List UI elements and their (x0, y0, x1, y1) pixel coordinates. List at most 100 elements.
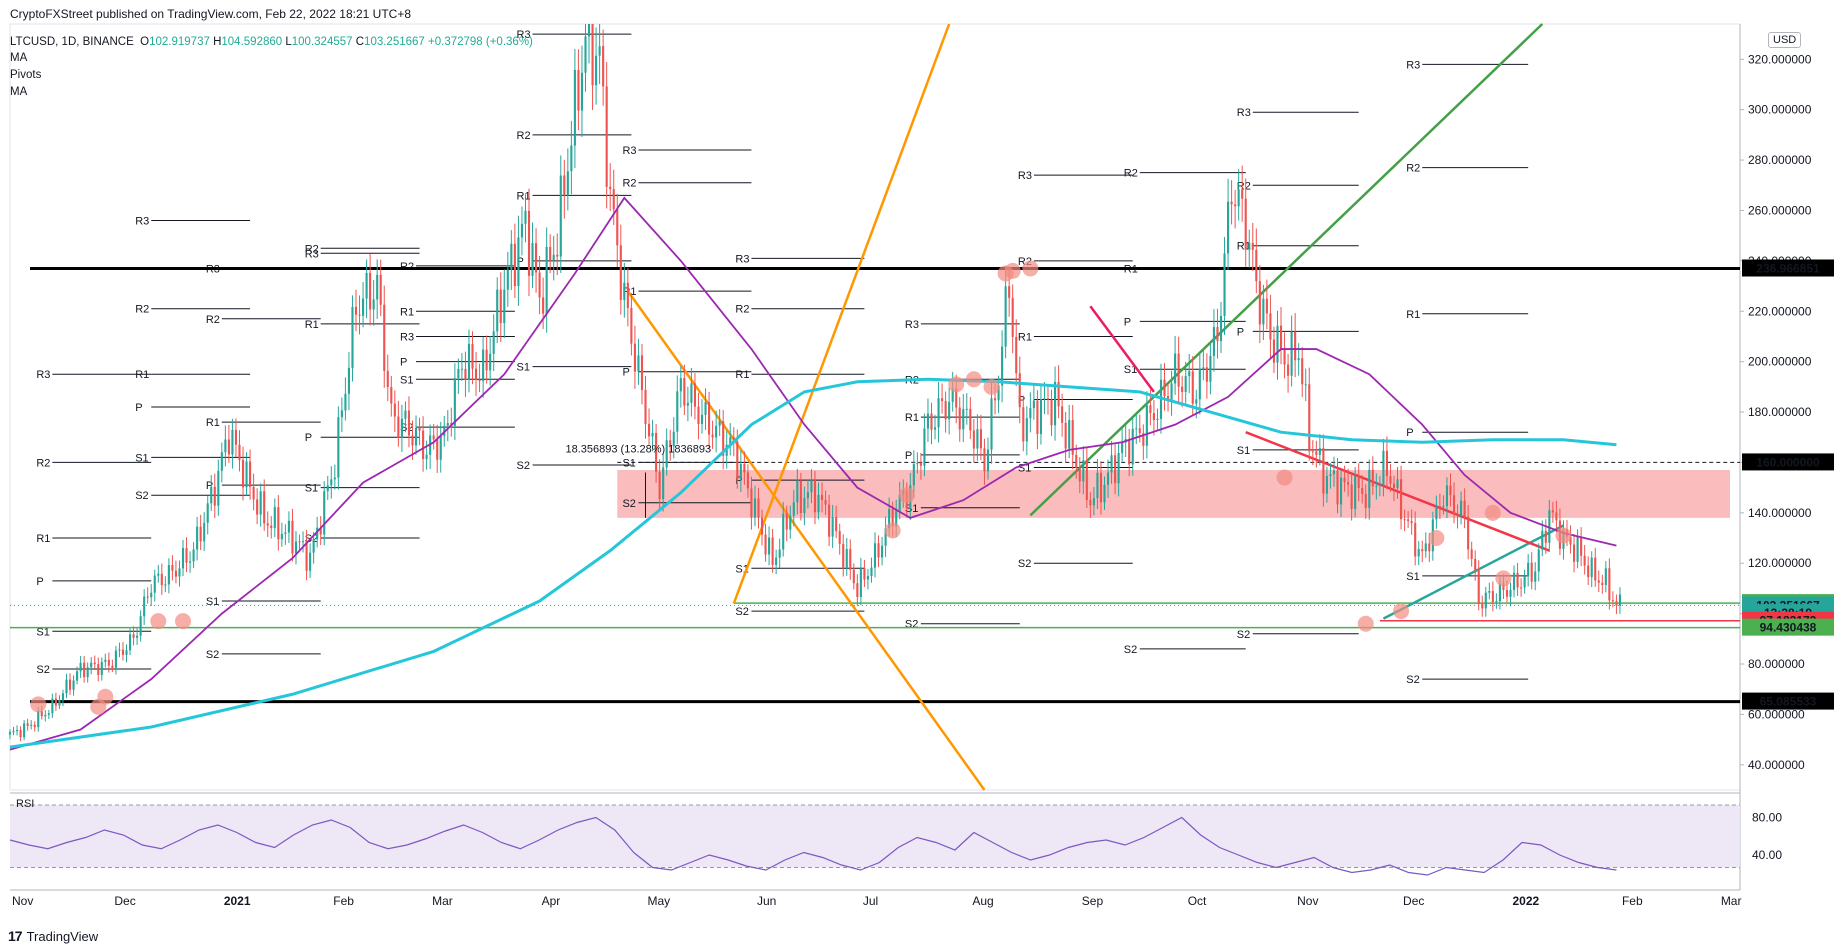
candle-243 (866, 576, 869, 580)
candle-237 (845, 549, 848, 568)
candle-165 (591, 24, 594, 86)
candle-136 (489, 353, 492, 371)
pivot-label-1-4: S1 (135, 452, 148, 464)
candle-134 (482, 349, 485, 381)
candle-328 (1166, 396, 1170, 400)
candle-245 (873, 543, 877, 568)
pivot-label-9-2: R1 (1018, 331, 1032, 343)
candle-280 (997, 385, 1000, 401)
candle-410 (1456, 514, 1459, 517)
candle-34 (128, 634, 132, 651)
candle-293 (1043, 398, 1046, 400)
candle-231 (824, 499, 827, 505)
candle-107 (386, 370, 389, 388)
candle-446 (1583, 555, 1586, 566)
candle-266 (948, 401, 951, 420)
candle-5 (26, 723, 29, 726)
pivot-label-2-5: S2 (206, 649, 219, 661)
candle-105 (379, 274, 382, 305)
candle-151 (542, 297, 545, 314)
pivot-label-1-2: R1 (135, 369, 149, 381)
candle-294 (1046, 398, 1050, 400)
rsi-label: RSI (16, 798, 34, 810)
candle-24 (93, 662, 96, 665)
candle-244 (870, 567, 873, 577)
candle-380 (1350, 484, 1353, 509)
candle-341 (1212, 327, 1215, 356)
candle-288 (1025, 418, 1028, 442)
candle-391 (1389, 476, 1392, 484)
candle-378 (1343, 477, 1346, 483)
pivot-label-9-3: P (1018, 394, 1025, 406)
indicator-label-pivots[interactable]: Pivots (10, 69, 42, 81)
candle-271 (965, 408, 968, 410)
candle-431 (1530, 562, 1533, 582)
y-tick-label-2: 80.000000 (1748, 657, 1805, 671)
pivot-label-7-3: P (735, 475, 742, 487)
candle-379 (1347, 482, 1350, 485)
candle-226 (806, 492, 809, 499)
candle-98 (354, 306, 358, 315)
published-line: CryptoFXStreet published on TradingView.… (10, 7, 412, 21)
candle-42 (157, 573, 160, 576)
x-tick-label-8: Jul (863, 894, 878, 908)
pivot-label-10-3: P (1124, 316, 1131, 328)
candle-275 (979, 429, 982, 449)
candle-276 (983, 448, 986, 472)
candle-69 (252, 486, 255, 500)
candle-374 (1329, 474, 1332, 477)
candle-196 (700, 414, 704, 425)
y-tick-label-0: 40.000000 (1748, 758, 1805, 772)
indicator-label-ma-2[interactable]: MA (10, 86, 28, 98)
candle-53 (196, 526, 199, 550)
candle-377 (1339, 477, 1343, 505)
candle-277 (986, 449, 990, 472)
candle-338 (1202, 367, 1205, 369)
pivot-label-4-3: P (400, 357, 407, 369)
candle-437 (1551, 510, 1554, 513)
candle-9 (40, 711, 43, 717)
candle-206 (736, 441, 739, 480)
indicator-label-ma-1[interactable]: MA (10, 52, 28, 64)
pivot-label-8-4: S1 (905, 503, 918, 515)
candle-197 (704, 402, 707, 415)
low-label: L (285, 36, 292, 48)
candle-145 (520, 223, 523, 238)
candle-307 (1092, 498, 1095, 506)
symbol-name[interactable]: LTCUSD, 1D, BINANCE (10, 36, 134, 48)
candle-418 (1484, 592, 1487, 609)
candle-236 (842, 543, 845, 568)
candle-242 (863, 568, 866, 580)
candle-85 (309, 552, 312, 571)
pivot-label-7-1: R2 (735, 304, 749, 316)
highlight-marker-18 (1495, 570, 1512, 587)
candle-235 (838, 531, 841, 544)
currency-button[interactable]: USD (1768, 32, 1802, 48)
candle-337 (1198, 368, 1201, 400)
candle-19 (76, 671, 79, 681)
candle-274 (976, 429, 979, 449)
footer-brand[interactable]: 17 TradingView (8, 928, 98, 944)
symbol-ohlc-line: LTCUSD, 1D, BINANCE O102.919737 H104.592… (10, 34, 533, 50)
y-tick-label-14: 320.000000 (1748, 52, 1812, 66)
candle-47 (174, 570, 177, 577)
candle-30 (114, 650, 117, 668)
candle-304 (1082, 460, 1085, 482)
pivot-label-11-5: S2 (1237, 629, 1250, 641)
candle-29 (111, 665, 114, 668)
candle-210 (750, 488, 753, 518)
pivot-label-11-1: R2 (1237, 180, 1251, 192)
candle-126 (453, 378, 456, 426)
candle-355 (1262, 298, 1265, 325)
candle-154 (552, 254, 555, 261)
candle-356 (1265, 298, 1268, 314)
candle-354 (1258, 281, 1261, 325)
candle-183 (655, 432, 658, 472)
candle-190 (679, 378, 682, 392)
candle-229 (817, 494, 820, 513)
candle-144 (517, 237, 520, 287)
candle-37 (139, 616, 142, 636)
candle-179 (640, 355, 644, 390)
candle-282 (1004, 286, 1007, 347)
